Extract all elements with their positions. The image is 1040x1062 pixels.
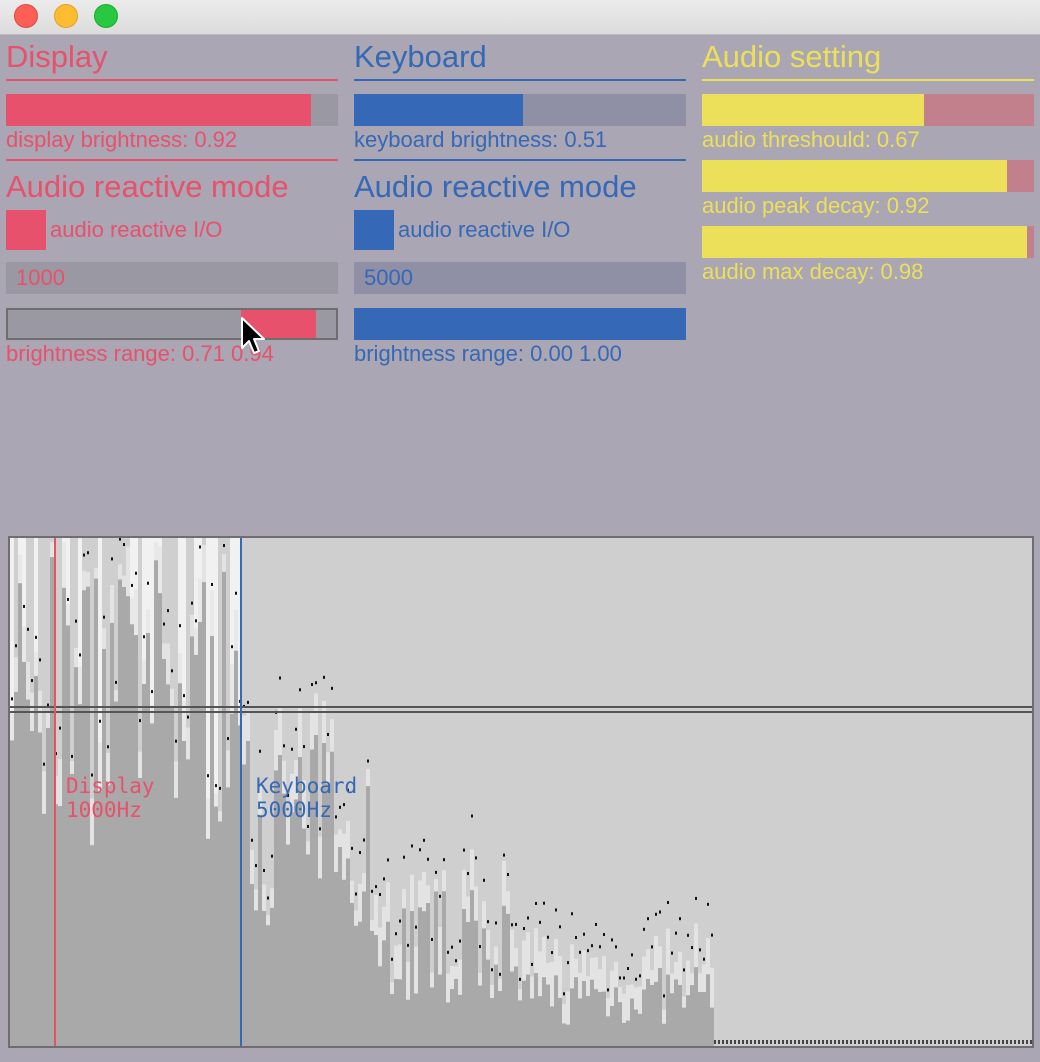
display-brightness-slider[interactable]: [6, 94, 338, 126]
close-window-button[interactable]: [14, 4, 38, 28]
keyboard-marker-freq: 5000Hz: [256, 798, 332, 822]
minimize-window-button[interactable]: [54, 4, 78, 28]
display-frequency-field[interactable]: 1000: [6, 262, 338, 294]
keyboard-divider: [354, 79, 686, 81]
keyboard-frequency-field[interactable]: 5000: [354, 262, 686, 294]
display-audio-reactive-label: audio reactive I/O: [50, 217, 223, 242]
audio-max-decay-label: audio max decay: 0.98: [702, 259, 924, 284]
display-title: Display: [6, 39, 108, 74]
display-divider-2: [6, 159, 338, 161]
display-range-label: brightness range: 0.71 0.94: [6, 341, 274, 366]
keyboard-brightness-fill: [354, 94, 524, 126]
display-brightness-fill: [6, 94, 312, 126]
display-marker-freq: 1000Hz: [66, 798, 142, 822]
audio-panel: Audio setting audio threshould: 0.67 aud…: [702, 34, 1034, 504]
keyboard-mode-title: Audio reactive mode: [354, 169, 637, 204]
keyboard-audio-reactive-label: audio reactive I/O: [398, 217, 571, 242]
keyboard-brightness-range-slider[interactable]: [354, 308, 686, 340]
keyboard-panel: Keyboard keyboard brightness: 0.51 Audio…: [354, 34, 686, 504]
spectrum-visualizer[interactable]: Display 1000Hz Keyboard 5000Hz: [8, 536, 1034, 1048]
display-marker-label: Display 1000Hz: [66, 774, 155, 822]
keyboard-range-label: brightness range: 0.00 1.00: [354, 341, 622, 366]
mouse-cursor-icon: [241, 317, 265, 354]
display-panel: Display display brightness: 0.92 Audio r…: [6, 34, 338, 504]
keyboard-range-fill: [354, 308, 686, 340]
keyboard-marker-name: Keyboard: [256, 774, 358, 798]
display-marker-name: Display: [66, 774, 155, 798]
zoom-window-button[interactable]: [94, 4, 118, 28]
keyboard-brightness-label: keyboard brightness: 0.51: [354, 127, 608, 152]
audio-max-decay-fill: [702, 226, 1028, 258]
audio-peak-decay-label: audio peak decay: 0.92: [702, 193, 930, 218]
window-titlebar: [0, 0, 1040, 35]
display-mode-title: Audio reactive mode: [6, 169, 289, 204]
display-brightness-range-slider[interactable]: [6, 308, 338, 340]
audio-peak-decay-fill: [702, 160, 1008, 192]
audio-title: Audio setting: [702, 39, 882, 74]
keyboard-audio-reactive-toggle[interactable]: [354, 210, 394, 250]
display-audio-reactive-toggle[interactable]: [6, 210, 46, 250]
audio-threshold-label: audio threshould: 0.67: [702, 127, 920, 152]
keyboard-title: Keyboard: [354, 39, 487, 74]
spectrum-canvas: [10, 538, 1032, 1046]
keyboard-marker-label: Keyboard 5000Hz: [256, 774, 357, 822]
display-brightness-label: display brightness: 0.92: [6, 127, 238, 152]
audio-max-decay-slider[interactable]: [702, 226, 1034, 258]
audio-threshold-fill: [702, 94, 925, 126]
audio-peak-decay-slider[interactable]: [702, 160, 1034, 192]
audio-threshold-slider[interactable]: [702, 94, 1034, 126]
keyboard-divider-2: [354, 159, 686, 161]
display-divider: [6, 79, 338, 81]
audio-divider: [702, 79, 1034, 81]
keyboard-brightness-slider[interactable]: [354, 94, 686, 126]
